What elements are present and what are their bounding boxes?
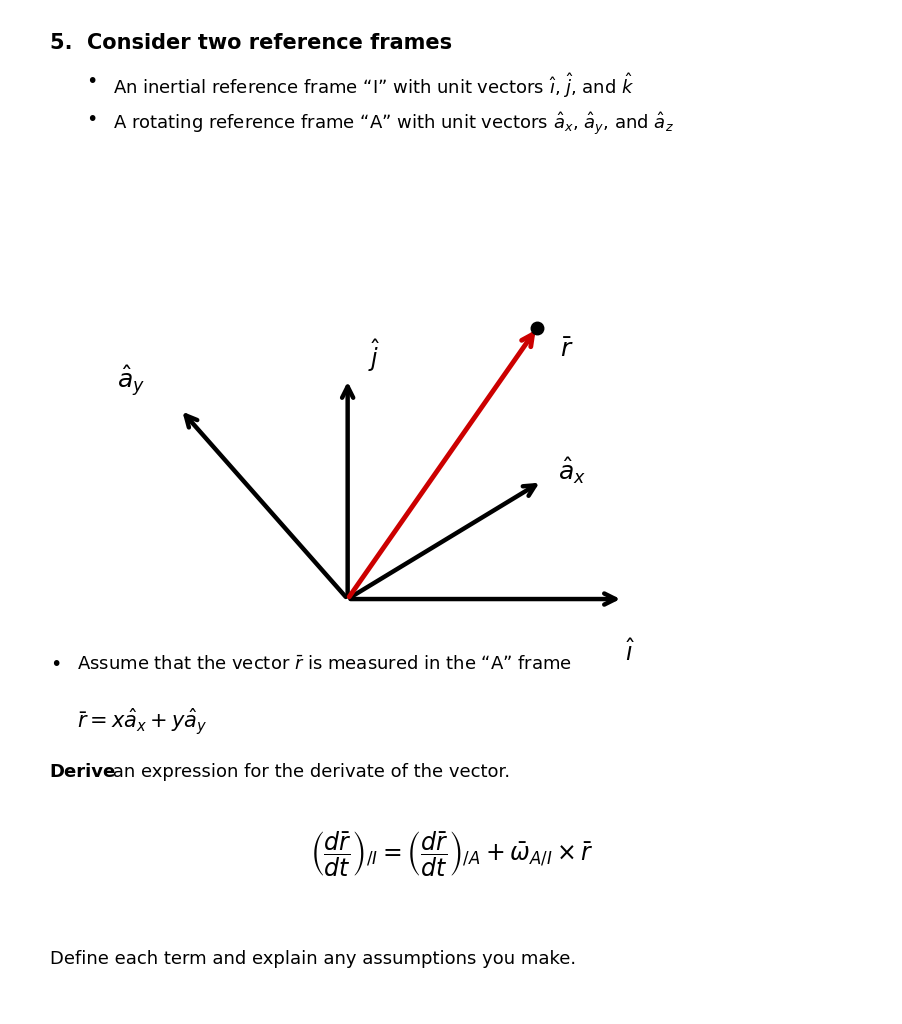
Text: •: • bbox=[86, 72, 97, 91]
Text: $\hat{j}$: $\hat{j}$ bbox=[367, 337, 380, 374]
Text: 5.  Consider two reference frames: 5. Consider two reference frames bbox=[50, 33, 451, 53]
Text: $\hat{a}_x$: $\hat{a}_x$ bbox=[557, 456, 585, 486]
Text: $\hat{a}_y$: $\hat{a}_y$ bbox=[116, 365, 145, 399]
Text: $\bar{r}$: $\bar{r}$ bbox=[559, 338, 573, 361]
Text: •: • bbox=[50, 655, 61, 675]
Text: $\hat{\imath}$: $\hat{\imath}$ bbox=[624, 640, 635, 667]
Text: $\bar{r} = x\hat{a}_x + y\hat{a}_y$: $\bar{r} = x\hat{a}_x + y\hat{a}_y$ bbox=[77, 707, 207, 737]
Text: Define each term and explain any assumptions you make.: Define each term and explain any assumpt… bbox=[50, 950, 575, 969]
Text: Derive: Derive bbox=[50, 763, 115, 781]
Text: An inertial reference frame “I” with unit vectors $\hat{\imath}$, $\hat{j}$, and: An inertial reference frame “I” with uni… bbox=[113, 72, 634, 100]
Text: •: • bbox=[86, 110, 97, 129]
Text: $\left(\dfrac{d\bar{r}}{dt}\right)_{/I} = \left(\dfrac{d\bar{r}}{dt}\right)_{/A}: $\left(\dfrac{d\bar{r}}{dt}\right)_{/I} … bbox=[309, 829, 593, 879]
Text: A rotating reference frame “A” with unit vectors $\hat{a}_x$, $\hat{a}_y$, and $: A rotating reference frame “A” with unit… bbox=[113, 110, 673, 136]
Text: Assume that the vector $\bar{r}$ is measured in the “A” frame: Assume that the vector $\bar{r}$ is meas… bbox=[77, 655, 571, 674]
Text: an expression for the derivate of the vector.: an expression for the derivate of the ve… bbox=[106, 763, 509, 781]
